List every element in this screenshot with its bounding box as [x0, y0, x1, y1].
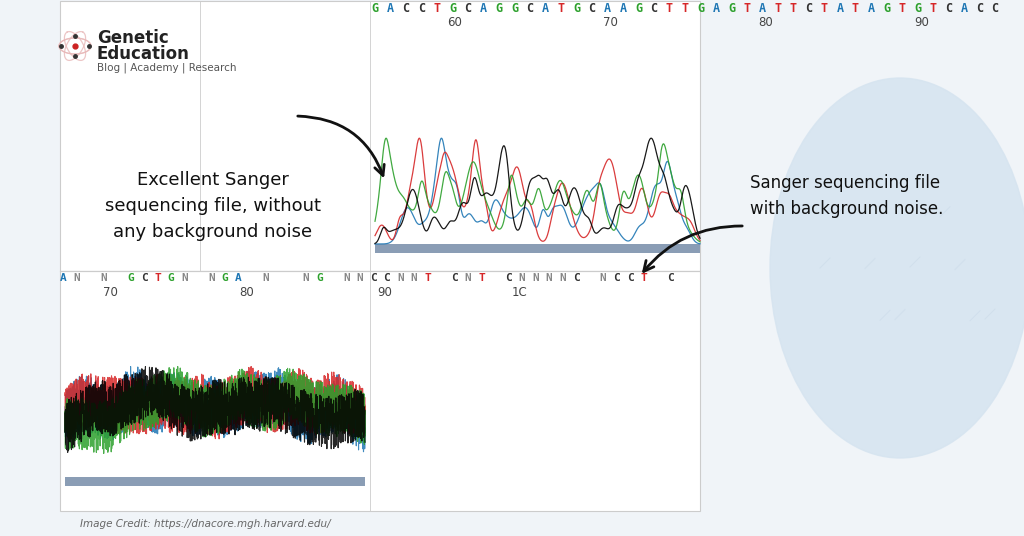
Text: T: T [898, 3, 905, 16]
Text: N: N [343, 273, 350, 283]
Ellipse shape [770, 78, 1024, 458]
Text: T: T [557, 3, 564, 16]
Text: T: T [155, 273, 161, 283]
Text: A: A [620, 3, 627, 16]
Text: C: C [667, 273, 674, 283]
Text: Excellent Sanger
sequencing file, without
any background noise: Excellent Sanger sequencing file, withou… [105, 170, 321, 241]
Text: N: N [546, 273, 552, 283]
Text: N: N [303, 273, 309, 283]
Text: T: T [640, 273, 647, 283]
Text: G: G [127, 273, 134, 283]
Text: G: G [573, 3, 580, 16]
Text: G: G [316, 273, 323, 283]
Text: A: A [837, 3, 844, 16]
Text: Education: Education [97, 45, 189, 63]
FancyArrowPatch shape [644, 226, 742, 271]
Text: Blog | Academy | Research: Blog | Academy | Research [97, 63, 237, 73]
Text: A: A [604, 3, 611, 16]
Text: N: N [411, 273, 418, 283]
FancyBboxPatch shape [65, 477, 365, 486]
Text: A: A [236, 273, 242, 283]
Text: C: C [806, 3, 813, 16]
Text: 90: 90 [378, 286, 392, 299]
Text: T: T [433, 3, 440, 16]
Text: A: A [961, 3, 968, 16]
Text: T: T [852, 3, 859, 16]
Text: Genetic: Genetic [97, 29, 169, 47]
Text: A: A [713, 3, 720, 16]
Text: G: G [449, 3, 456, 16]
Text: C: C [991, 3, 998, 16]
Text: 80: 80 [759, 17, 773, 29]
FancyBboxPatch shape [60, 1, 700, 271]
Text: N: N [208, 273, 215, 283]
Text: A: A [867, 3, 874, 16]
Text: C: C [505, 273, 512, 283]
Text: C: C [465, 3, 472, 16]
Text: G: G [511, 3, 518, 16]
Text: C: C [452, 273, 458, 283]
FancyBboxPatch shape [375, 244, 700, 253]
Text: T: T [930, 3, 937, 16]
Text: Sanger sequencing file
with background noise.: Sanger sequencing file with background n… [750, 174, 943, 218]
Text: N: N [532, 273, 539, 283]
Text: N: N [518, 273, 525, 283]
Text: T: T [681, 3, 688, 16]
Text: G: G [883, 3, 890, 16]
Text: 60: 60 [447, 17, 463, 29]
FancyArrowPatch shape [298, 116, 384, 175]
Text: C: C [526, 3, 534, 16]
Text: T: T [774, 3, 781, 16]
Text: C: C [976, 3, 983, 16]
Text: C: C [140, 273, 147, 283]
Text: N: N [465, 273, 471, 283]
Text: N: N [181, 273, 187, 283]
Text: T: T [666, 3, 673, 16]
Text: A: A [542, 3, 549, 16]
Text: T: T [478, 273, 485, 283]
Text: G: G [168, 273, 174, 283]
Text: A: A [59, 273, 67, 283]
Text: Image Credit: https://dnacore.mgh.harvard.edu/: Image Credit: https://dnacore.mgh.harvar… [80, 519, 331, 529]
Text: A: A [480, 3, 487, 16]
Text: T: T [821, 3, 828, 16]
Text: 90: 90 [914, 17, 930, 29]
Text: N: N [356, 273, 364, 283]
Text: 70: 70 [602, 17, 617, 29]
Text: C: C [402, 3, 410, 16]
Text: 80: 80 [240, 286, 254, 299]
Text: C: C [418, 3, 425, 16]
Text: 70: 70 [102, 286, 118, 299]
Text: T: T [424, 273, 431, 283]
Text: C: C [627, 273, 634, 283]
Text: C: C [945, 3, 952, 16]
Text: N: N [559, 273, 566, 283]
Text: T: T [743, 3, 751, 16]
Text: N: N [100, 273, 106, 283]
Text: A: A [759, 3, 766, 16]
Text: G: G [697, 3, 705, 16]
Text: C: C [613, 273, 620, 283]
Text: C: C [370, 273, 377, 283]
Text: G: G [914, 3, 921, 16]
Text: G: G [635, 3, 642, 16]
Text: C: C [384, 273, 390, 283]
Text: 1C: 1C [512, 286, 528, 299]
Text: C: C [572, 273, 580, 283]
Text: N: N [262, 273, 269, 283]
Text: A: A [387, 3, 394, 16]
Text: G: G [372, 3, 379, 16]
Text: N: N [600, 273, 606, 283]
Text: T: T [790, 3, 797, 16]
Text: C: C [589, 3, 596, 16]
Text: G: G [728, 3, 735, 16]
Text: N: N [397, 273, 403, 283]
Text: G: G [496, 3, 503, 16]
Text: N: N [73, 273, 80, 283]
FancyBboxPatch shape [60, 271, 700, 511]
Text: G: G [221, 273, 228, 283]
Text: C: C [650, 3, 657, 16]
